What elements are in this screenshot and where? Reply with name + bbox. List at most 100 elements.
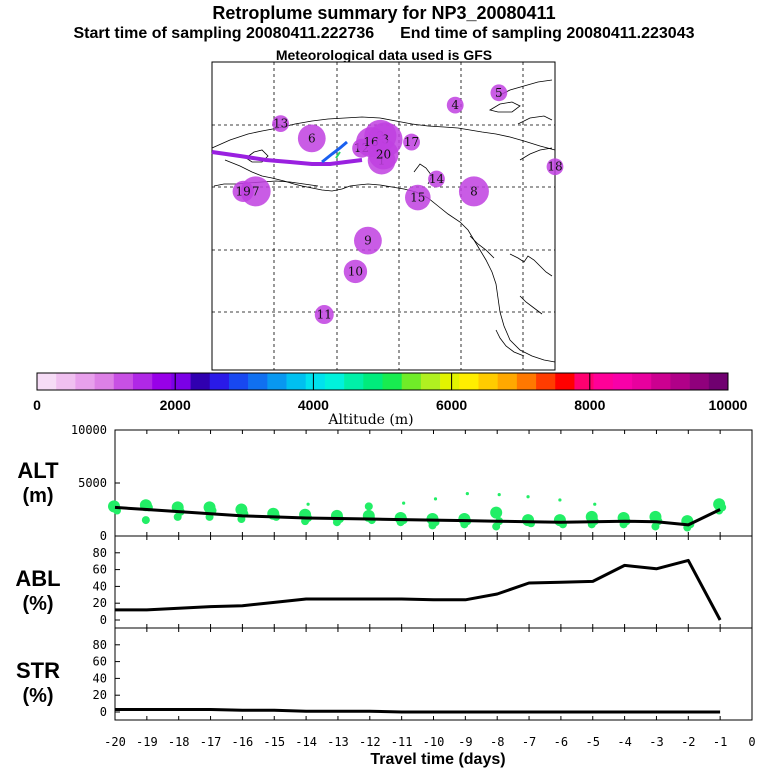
colorbar-swatch: [152, 373, 172, 390]
colorbar-swatch: [363, 373, 383, 390]
abl-series-line: [115, 558, 722, 621]
plume-circle-14: [428, 170, 445, 188]
alt-y-tick-label: 0: [100, 529, 107, 543]
x-tick-label: -20: [104, 735, 126, 749]
plume-circle-13: [272, 115, 289, 132]
colorbar-swatch: [324, 373, 345, 390]
x-tick-label: -11: [391, 735, 413, 749]
plume-time-label-7: 7: [252, 184, 260, 198]
x-tick-label: -4: [617, 735, 631, 749]
plume-circle-15: [405, 184, 431, 211]
abl-y-tick-label: 60: [93, 563, 107, 577]
x-tick-label: -6: [554, 735, 568, 749]
colorbar-swatch: [37, 373, 57, 390]
colorbar-tick-label: 8000: [574, 397, 605, 413]
plume-time-label-8: 8: [470, 184, 478, 198]
altitude-colorbar: 0 2000 4000 6000 8000 10000 Altitude (m): [33, 372, 748, 428]
abl-panel: ABL(%) 0 20 40 60 80: [15, 535, 753, 629]
alt-point: [141, 516, 150, 525]
plume-time-label-19: 19: [236, 184, 251, 198]
plume-track-green: [335, 151, 341, 159]
colorbar-swatch: [171, 373, 191, 390]
colorbar-swatch: [689, 373, 710, 390]
colorbar-swatch: [440, 373, 460, 390]
plume-time-label-6: 6: [308, 131, 316, 145]
colorbar-swatch: [248, 373, 268, 390]
abl-y-tick-label: 40: [93, 579, 107, 593]
plume-time-label-15: 15: [410, 191, 425, 205]
colorbar-tick-label: 6000: [436, 397, 467, 413]
alt-point: [465, 492, 469, 496]
colorbar-swatch: [132, 373, 153, 390]
plume-track-purple: [211, 150, 363, 166]
colorbar-swatch: [632, 373, 652, 390]
x-tick-label: -8: [490, 735, 504, 749]
colorbar-tick-label: 4000: [298, 397, 329, 413]
alt-point: [173, 512, 182, 521]
colorbar-swatch: [536, 373, 556, 390]
chart-title: Retroplume summary for NP3_20080411: [212, 3, 556, 23]
x-tick-label: -10: [423, 735, 445, 749]
time-series-panels: ALT(m)0500010000ABL(%)020406080STR(%)020…: [15, 423, 755, 768]
plume-circle-8: [458, 176, 489, 207]
alt-point: [402, 501, 406, 505]
str-series-line: [115, 708, 721, 714]
map-panel: 1234567891011121314151617181920: [211, 61, 564, 371]
plume-time-label-10: 10: [348, 264, 363, 278]
x-tick-label: -17: [200, 735, 222, 749]
colorbar-tick-label: 0: [33, 397, 41, 413]
alt-point: [433, 497, 438, 501]
str-y-tick-label: 40: [93, 671, 107, 685]
plume-time-label-5: 5: [495, 86, 503, 100]
alt-point: [651, 522, 660, 531]
colorbar-tick-label: 10000: [709, 397, 748, 413]
colorbar-swatch: [574, 373, 594, 390]
end-time: End time of sampling 20080411.223043: [400, 25, 695, 42]
colorbar-swatch: [344, 373, 364, 390]
x-tick-label: -19: [136, 735, 158, 749]
plume-circle-6: [297, 124, 326, 153]
str-y-tick-label: 0: [100, 705, 107, 719]
plume-circle-11: [314, 305, 334, 325]
plume-time-label-17: 17: [404, 135, 419, 149]
x-tick-label: -18: [168, 735, 190, 749]
alt-point: [558, 498, 562, 502]
colorbar-swatch: [459, 373, 479, 390]
plume-centroids: 1234567891011121314151617181920: [232, 84, 564, 325]
alt-point: [593, 502, 597, 506]
x-tick-label: -7: [522, 735, 536, 749]
plume-circle-10: [343, 259, 368, 284]
x-axis-label: Travel time (days): [370, 751, 505, 768]
colorbar-swatch: [708, 373, 729, 390]
alt-point: [526, 495, 530, 499]
x-tick-label: -13: [327, 735, 349, 749]
sampling-times: Start time of sampling 20080411.222736 En…: [0, 25, 768, 43]
alt-y-tick-label: 10000: [71, 423, 107, 437]
plume-circle-4: [446, 96, 464, 114]
plume-circle-17: [403, 133, 420, 151]
plume-track-blue: [321, 140, 348, 164]
str-y-tick-label: 20: [93, 688, 107, 702]
colorbar-swatch: [286, 373, 307, 390]
plume-circle-20: [368, 139, 399, 170]
plume-time-label-13: 13: [273, 117, 288, 131]
x-tick-label: -15: [263, 735, 285, 749]
plume-circle-5: [490, 84, 508, 102]
colorbar-swatch: [516, 373, 537, 390]
plume-time-label-11: 11: [317, 308, 332, 322]
colorbar-swatch: [75, 373, 95, 390]
plume-circle-18: [546, 158, 564, 176]
alt-panel: ALT(m) 0 5000 10000: [17, 423, 753, 543]
str-y-tick-label: 80: [93, 638, 107, 652]
colorbar-swatch: [670, 373, 690, 390]
x-tick-label: -1: [713, 735, 727, 749]
plume-time-label-18: 18: [547, 160, 562, 174]
plume-time-label-4: 4: [451, 98, 459, 112]
colorbar-swatch: [497, 373, 518, 390]
colorbar-swatch: [593, 373, 614, 390]
abl-unit: (%): [22, 593, 53, 615]
alt-point: [332, 518, 341, 527]
alt-y-tick-label: 5000: [78, 476, 107, 490]
x-tick-label: -16: [232, 735, 254, 749]
